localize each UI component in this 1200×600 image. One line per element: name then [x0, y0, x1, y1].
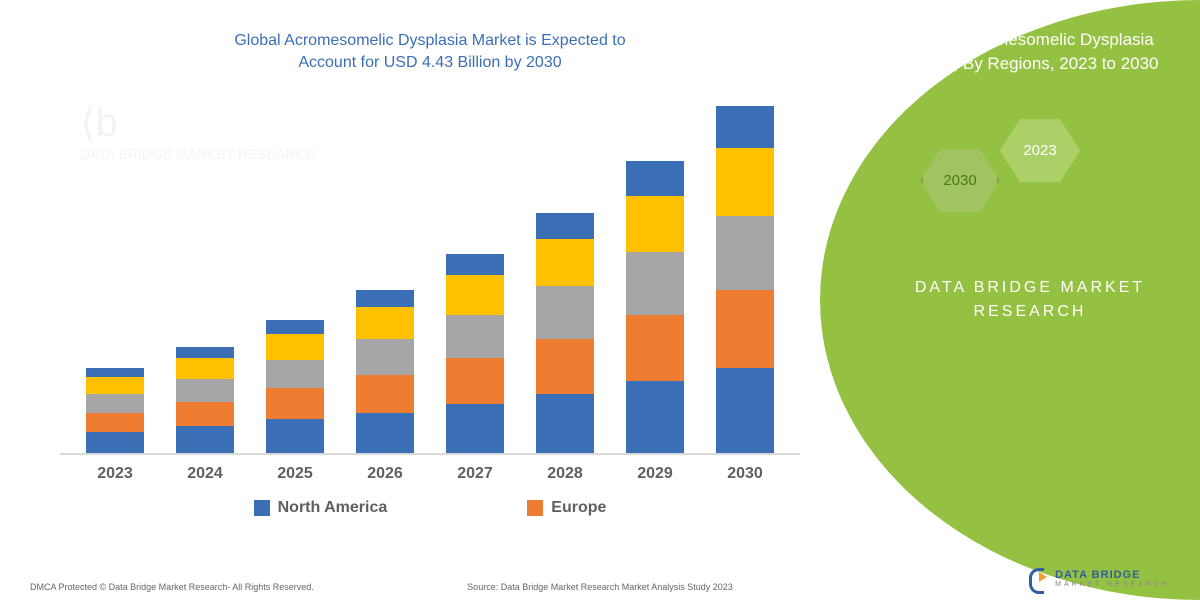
main-container: Global Acromesomelic Dysplasia Market is… [0, 0, 1200, 600]
footer-source: Source: Data Bridge Market Research Mark… [467, 582, 733, 592]
bar-segment [86, 394, 144, 413]
bar-segment [176, 402, 234, 427]
bar-stack [86, 368, 144, 453]
bar-segment [86, 377, 144, 394]
bar-group [80, 368, 150, 453]
bar-segment [266, 419, 324, 453]
x-label: 2025 [260, 465, 330, 483]
bar-group [620, 161, 690, 452]
x-label: 2028 [530, 465, 600, 483]
chart-title-line1: Global Acromesomelic Dysplasia Market is… [234, 32, 625, 49]
side-content: Global Acromesomelic Dysplasia Market, B… [820, 0, 1200, 324]
bar-segment [536, 286, 594, 339]
bars-container [60, 105, 800, 455]
bar-segment [176, 379, 234, 402]
bar-group [260, 320, 330, 452]
bar-segment [446, 254, 504, 275]
bar-stack [446, 254, 504, 453]
x-label: 2023 [80, 465, 150, 483]
bar-stack [626, 161, 684, 452]
bar-segment [716, 148, 774, 216]
chart-panel: Global Acromesomelic Dysplasia Market is… [0, 0, 820, 600]
bar-segment [536, 213, 594, 239]
hex-2030: 2030 [920, 146, 1000, 216]
chart-title-line2: Account for USD 4.43 Billion by 2030 [298, 54, 561, 71]
hex-2023: 2023 [1000, 116, 1080, 186]
bar-segment [266, 388, 324, 418]
logo-icon [1023, 566, 1049, 592]
bar-segment [626, 315, 684, 381]
x-axis-labels: 2023 2024 2025 2026 2027 2028 2029 2030 [60, 455, 800, 483]
legend-label: North America [278, 499, 388, 517]
side-panel: Global Acromesomelic Dysplasia Market, B… [820, 0, 1200, 600]
x-label: 2029 [620, 465, 690, 483]
bar-stack [356, 290, 414, 453]
bar-segment [86, 432, 144, 453]
bar-segment [626, 161, 684, 195]
bar-segment [536, 239, 594, 286]
legend-label: Europe [551, 499, 606, 517]
bar-segment [356, 307, 414, 339]
bar-segment [626, 381, 684, 453]
bar-segment [716, 216, 774, 290]
bar-group [440, 254, 510, 453]
legend-item-north-america: North America [254, 499, 388, 517]
bar-segment [716, 290, 774, 368]
bar-segment [86, 368, 144, 377]
legend-item-europe: Europe [527, 499, 606, 517]
bar-segment [356, 339, 414, 375]
bar-segment [356, 375, 414, 413]
x-label: 2026 [350, 465, 420, 483]
bar-stack [536, 213, 594, 453]
footer-copyright: DMCA Protected © Data Bridge Market Rese… [30, 582, 314, 592]
side-title: Global Acromesomelic Dysplasia Market, B… [890, 28, 1170, 76]
bar-segment [266, 360, 324, 388]
bar-segment [626, 196, 684, 253]
legend-swatch-icon [527, 500, 543, 516]
bar-segment [446, 275, 504, 315]
bar-group [350, 290, 420, 453]
bar-segment [86, 413, 144, 432]
bar-segment [266, 334, 324, 360]
bar-segment [356, 413, 414, 453]
bar-segment [536, 339, 594, 394]
bar-segment [446, 404, 504, 453]
footer-logo: DATA BRIDGE MARKET RESEARCH [1023, 566, 1170, 592]
bar-group [170, 347, 240, 453]
bar-segment [446, 315, 504, 359]
bar-group [530, 213, 600, 453]
x-label: 2027 [440, 465, 510, 483]
brand-text: DATA BRIDGE MARKET RESEARCH [890, 276, 1170, 324]
bar-segment [716, 106, 774, 149]
bar-segment [176, 426, 234, 452]
logo-main-text: DATA BRIDGE [1055, 570, 1170, 581]
chart-title: Global Acromesomelic Dysplasia Market is… [60, 30, 800, 75]
footer: DMCA Protected © Data Bridge Market Rese… [0, 566, 1200, 592]
bar-stack [266, 320, 324, 452]
bar-segment [536, 394, 594, 453]
legend-swatch-icon [254, 500, 270, 516]
x-label: 2030 [710, 465, 780, 483]
bar-segment [716, 368, 774, 453]
bar-group [710, 106, 780, 453]
bar-stack [716, 106, 774, 453]
bar-segment [626, 252, 684, 314]
bar-stack [176, 347, 234, 453]
bar-segment [446, 358, 504, 403]
legend: North America Europe [60, 499, 800, 517]
bar-segment [266, 320, 324, 333]
bar-segment [176, 358, 234, 379]
bar-segment [356, 290, 414, 307]
logo-sub-text: MARKET RESEARCH [1055, 581, 1170, 588]
hex-badges: 2030 2023 [890, 106, 1170, 226]
bar-segment [176, 347, 234, 358]
x-label: 2024 [170, 465, 240, 483]
